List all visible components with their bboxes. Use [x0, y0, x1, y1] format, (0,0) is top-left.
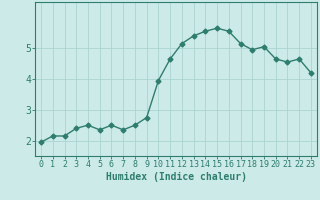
X-axis label: Humidex (Indice chaleur): Humidex (Indice chaleur) — [106, 172, 246, 182]
